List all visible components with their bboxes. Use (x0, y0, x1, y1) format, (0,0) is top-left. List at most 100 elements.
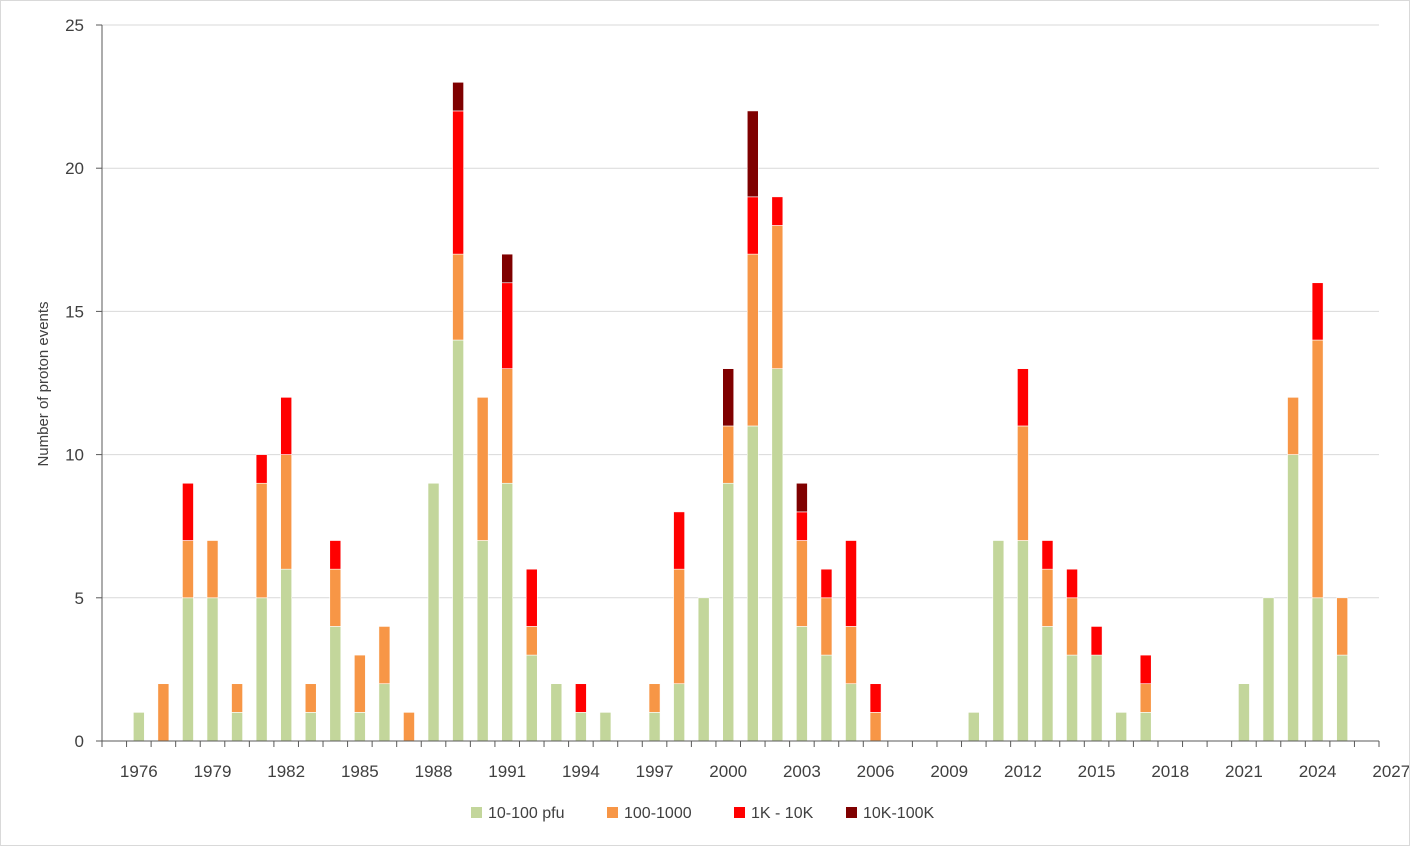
bar-segment (967, 712, 980, 742)
x-tick-label: 1982 (267, 762, 305, 781)
y-tick-labels: 0 5 10 15 20 25 (65, 16, 84, 751)
bar-segment (231, 683, 243, 713)
bar-segment (722, 425, 735, 484)
bar-segment (1066, 654, 1078, 742)
bar-segment (280, 454, 293, 570)
x-tick-label: 1991 (488, 762, 526, 781)
bar-segment (1336, 597, 1348, 656)
y-tick-label: 10 (65, 446, 84, 465)
legend-swatch (734, 807, 745, 818)
bar-segment (525, 654, 538, 742)
bar-segment (1336, 654, 1348, 742)
bar-segment (1041, 540, 1054, 570)
bar-segment (427, 482, 440, 742)
x-tick-labels: 1976 1979 1982 1985 1988 1991 1994 1997 2000 2003… (120, 762, 1410, 781)
x-tick-label: 2024 (1299, 762, 1337, 781)
bar-segment (501, 482, 514, 742)
bar-segment (599, 712, 612, 742)
bar-segment (501, 368, 514, 484)
bar-segment (746, 196, 759, 255)
axes (96, 24, 1380, 747)
bar-segment (1066, 568, 1078, 599)
x-tick-label: 2003 (783, 762, 821, 781)
bar-segment (280, 568, 293, 742)
bar-segment (452, 81, 464, 112)
legend-label: 10-100 pfu (488, 805, 565, 822)
bar-segment (1238, 683, 1250, 742)
bar-segment (182, 482, 194, 541)
bar-segment (182, 597, 194, 742)
bar-segment (746, 253, 759, 427)
bar-segment (501, 282, 514, 369)
bar-segment (1311, 597, 1324, 742)
x-tick-label: 2018 (1151, 762, 1189, 781)
bar-segment (845, 626, 857, 685)
bar-segment (697, 597, 710, 742)
bar-segment (329, 626, 342, 742)
bar-segment (796, 540, 808, 627)
bars (133, 81, 1348, 742)
bar-segment (820, 568, 833, 599)
bar-segment (1017, 540, 1029, 742)
bar-segment (1017, 425, 1029, 541)
bar-segment (1066, 597, 1078, 656)
bar-segment (1017, 368, 1029, 427)
bar-segment (648, 683, 661, 713)
y-tick-label: 25 (65, 16, 84, 35)
bar-segment (869, 683, 882, 713)
x-tick-label: 2012 (1004, 762, 1042, 781)
x-tick-label: 1994 (562, 762, 600, 781)
bar-segment (378, 626, 391, 685)
bar-segment (476, 540, 489, 742)
x-tick-label: 2027 (1372, 762, 1409, 781)
bar-segment (746, 425, 759, 742)
bar-segment (452, 110, 464, 255)
bar-segment (1041, 626, 1054, 742)
bar-segment (206, 597, 219, 742)
legend-swatch (846, 807, 857, 818)
bar-segment (1311, 282, 1324, 341)
bar-segment (476, 397, 489, 541)
bar-segment (501, 253, 514, 284)
bar-segment (452, 339, 464, 742)
bar-segment (1139, 683, 1152, 713)
bar-segment (673, 683, 685, 742)
legend-swatch (607, 807, 618, 818)
bar-segment (845, 683, 857, 742)
bar-segment (354, 712, 366, 742)
bar-segment (255, 597, 268, 742)
x-tick-label: 1976 (120, 762, 158, 781)
bar-segment (1287, 397, 1299, 455)
gridlines (102, 24, 1379, 599)
legend: 10-100 pfu 100-1000 1K - 10K 10K-100K (471, 805, 934, 822)
bar-segment (1090, 654, 1103, 742)
bar-segment (280, 397, 293, 455)
bar-segment (452, 253, 464, 341)
bar-segment (575, 712, 587, 742)
y-tick-label: 5 (75, 589, 84, 608)
bar-segment (378, 683, 391, 742)
bar-segment (845, 540, 857, 627)
bar-segment (329, 568, 342, 627)
bar-segment (206, 540, 219, 599)
bar-segment (304, 683, 317, 713)
x-tick-label: 1985 (341, 762, 379, 781)
bar-segment (673, 568, 685, 685)
x-tick-label: 2000 (709, 762, 747, 781)
bar-segment (796, 482, 808, 513)
bar-segment (1311, 339, 1324, 599)
bar-segment (1139, 712, 1152, 742)
bar-segment (1262, 597, 1275, 742)
x-tick-label: 1988 (415, 762, 453, 781)
bar-segment (648, 712, 661, 742)
x-tick-label: 1979 (194, 762, 232, 781)
y-axis-label: Number of proton events (35, 301, 52, 466)
bar-segment (796, 626, 808, 742)
bar-segment (133, 712, 145, 742)
bar-segment (771, 225, 784, 369)
y-tick-label: 15 (65, 302, 84, 321)
bar-segment (1115, 712, 1127, 742)
bar-segment (1041, 568, 1054, 627)
